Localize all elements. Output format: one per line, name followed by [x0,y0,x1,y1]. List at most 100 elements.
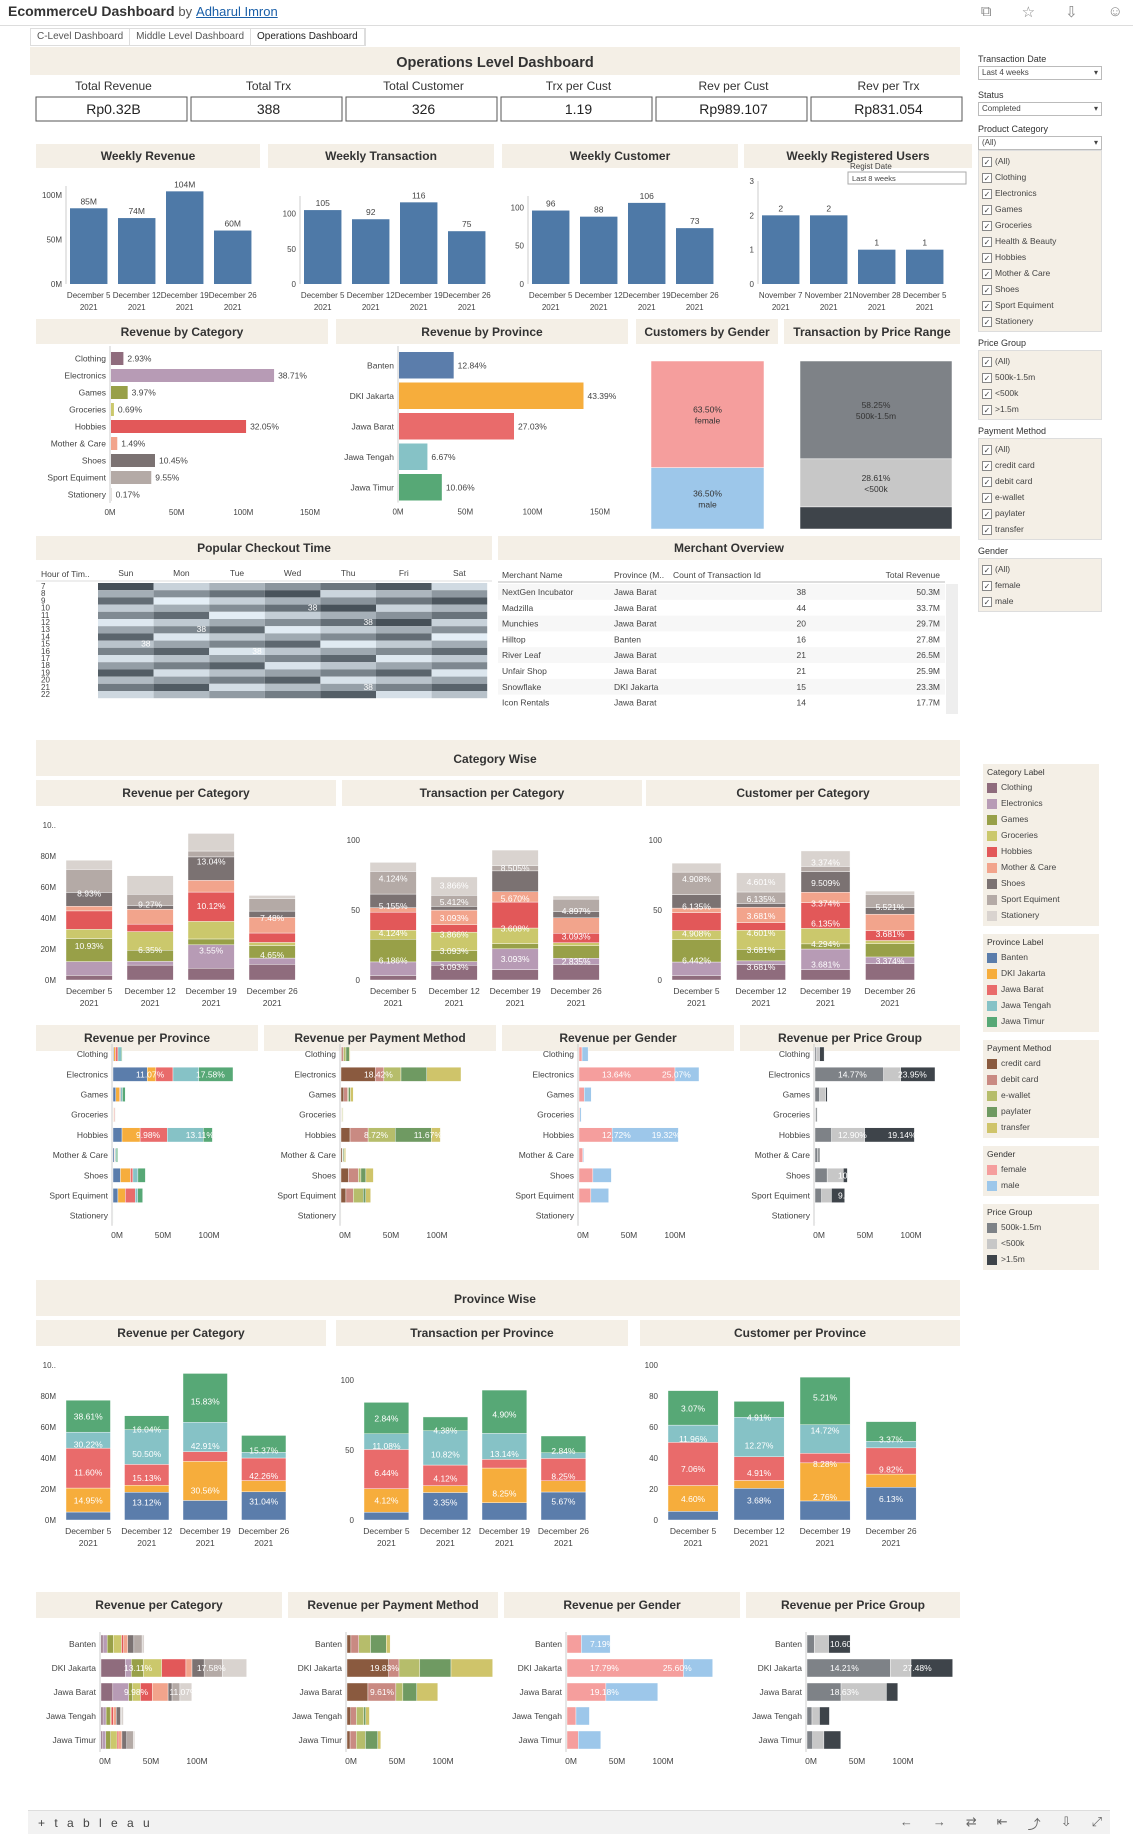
legend-item[interactable]: female [987,1161,1095,1177]
payment-method-option[interactable]: ✓ credit card [982,457,1098,473]
checkbox-icon[interactable]: ✓ [982,284,992,295]
product-category-option[interactable]: ✓ Clothing [982,169,1098,185]
product-category-option[interactable]: ✓ Sport Equiment [982,297,1098,313]
checkbox-icon[interactable]: ✓ [982,492,992,503]
legend-item[interactable]: DKI Jakarta [987,965,1095,981]
download-icon[interactable]: ⇩ [1060,1814,1072,1829]
tab-operations[interactable]: Operations Dashboard [251,29,365,45]
legend-item[interactable]: Jawa Barat [987,981,1095,997]
transaction-date-select[interactable]: Last 4 weeks ▾ [978,66,1102,80]
gender-option[interactable]: ✓ female [982,577,1098,593]
checkbox-icon[interactable]: ✓ [982,172,992,183]
legend-item[interactable]: paylater [987,1103,1095,1119]
heatmap-cell [376,662,432,670]
tab-c-level[interactable]: C-Level Dashboard [31,29,131,45]
checkbox-icon[interactable]: ✓ [982,524,992,535]
share-icon[interactable]: ⇩ [1065,4,1078,21]
legend-item[interactable]: 500k-1.5m [987,1219,1095,1235]
product-category-option[interactable]: ✓ Mother & Care [982,265,1098,281]
chart-title-band [36,1320,326,1346]
payment-method-option[interactable]: ✓ paylater [982,505,1098,521]
product-category-option[interactable]: ✓ Shoes [982,281,1098,297]
legend-item[interactable]: Games [987,811,1095,827]
checkbox-icon[interactable]: ✓ [982,476,992,487]
product-category-option[interactable]: ✓ Games [982,201,1098,217]
fullscreen-icon[interactable]: ⤢ [1091,1814,1102,1829]
checkbox-icon[interactable]: ✓ [982,300,992,311]
legend-item[interactable]: <500k [987,1235,1095,1251]
checkbox-icon[interactable]: ✓ [982,188,992,199]
checkbox-icon[interactable]: ✓ [982,372,992,383]
stack-segment [356,1706,365,1726]
gender-option[interactable]: ✓ male [982,593,1098,609]
gender-option[interactable]: ✓ (All) [982,561,1098,577]
legend-item[interactable]: e-wallet [987,1087,1095,1103]
checkbox-icon[interactable]: ✓ [982,156,992,167]
price-group-option[interactable]: ✓ <500k [982,385,1098,401]
legend-item[interactable]: >1.5m [987,1251,1095,1267]
checkbox-icon[interactable]: ✓ [982,444,992,455]
legend-item[interactable]: debit card [987,1071,1095,1087]
legend-item[interactable]: Sport Equiment [987,891,1095,907]
legend-item[interactable]: credit card [987,1055,1095,1071]
legend-item[interactable]: Mother & Care [987,859,1095,875]
checkbox-icon[interactable]: ✓ [982,220,992,231]
legend-item[interactable]: transfer [987,1119,1095,1135]
checkbox-icon[interactable]: ✓ [982,404,992,415]
tab-middle-level[interactable]: Middle Level Dashboard [130,29,252,45]
product-category-option[interactable]: ✓ Hobbies [982,249,1098,265]
checkbox-icon[interactable]: ✓ [982,316,992,327]
checkbox-icon[interactable]: ✓ [982,204,992,215]
product-category-option[interactable]: ✓ (All) [982,153,1098,169]
user-icon[interactable]: ☺ [1107,3,1123,20]
legend-item[interactable]: Shoes [987,875,1095,891]
checkbox-icon[interactable]: ✓ [982,564,992,575]
star-icon[interactable]: ☆ [1021,4,1036,21]
product-category-option[interactable]: ✓ Electronics [982,185,1098,201]
revert-icon[interactable]: ⇄ [965,1814,977,1829]
heatmap-cell [376,633,432,641]
product-category-option[interactable]: ✓ Groceries [982,217,1098,233]
category-label: Sport Equiment [277,1191,336,1201]
checkbox-icon[interactable]: ✓ [982,508,992,519]
checkbox-icon[interactable]: ✓ [982,356,992,367]
product-category-option[interactable]: ✓ Health & Beauty [982,233,1098,249]
legend-item[interactable]: Groceries [987,827,1095,843]
checkbox-icon[interactable]: ✓ [982,388,992,399]
product-category-option[interactable]: ✓ Stationery [982,313,1098,329]
legend-item[interactable]: male [987,1177,1095,1193]
author-link[interactable]: Adharul Imron [196,4,278,19]
legend-item[interactable]: Electronics [987,795,1095,811]
payment-method-option[interactable]: ✓ e-wallet [982,489,1098,505]
checkbox-icon[interactable]: ✓ [982,252,992,263]
product-category-select[interactable]: (All) ▾ [978,136,1102,150]
undo-icon[interactable]: ← [899,1814,913,1829]
checkbox-icon[interactable]: ✓ [982,460,992,471]
legend-item[interactable]: Banten [987,949,1095,965]
legend-item[interactable]: Jawa Tengah [987,997,1095,1013]
chart-title-band [264,1025,496,1051]
price-group-option[interactable]: ✓ (All) [982,353,1098,369]
heatmap-cell [431,583,488,591]
price-group-option[interactable]: ✓ >1.5m [982,401,1098,417]
legend-item[interactable]: Hobbies [987,843,1095,859]
checkbox-icon[interactable]: ✓ [982,580,992,591]
checkbox-icon[interactable]: ✓ [982,596,992,607]
data-label: 7.19% [590,1639,615,1649]
share-icon[interactable]: ⤴ [1027,1817,1041,1832]
legend-item[interactable]: Stationery [987,907,1095,923]
redo-icon[interactable]: → [932,1814,946,1829]
refresh-icon[interactable]: ⇤ [996,1814,1008,1829]
status-select[interactable]: Completed ▾ [978,102,1102,116]
x-tick-label: December 5 [65,1526,112,1536]
payment-method-option[interactable]: ✓ transfer [982,521,1098,537]
legend-item[interactable]: Clothing [987,779,1095,795]
checkbox-icon[interactable]: ✓ [982,236,992,247]
price-group-option[interactable]: ✓ 500k-1.5m [982,369,1098,385]
data-label: 9.55% [838,1191,863,1201]
payment-method-option[interactable]: ✓ debit card [982,473,1098,489]
copy-icon[interactable]: ⧉ [980,3,992,20]
legend-item[interactable]: Jawa Timur [987,1013,1095,1029]
payment-method-option[interactable]: ✓ (All) [982,441,1098,457]
checkbox-icon[interactable]: ✓ [982,268,992,279]
